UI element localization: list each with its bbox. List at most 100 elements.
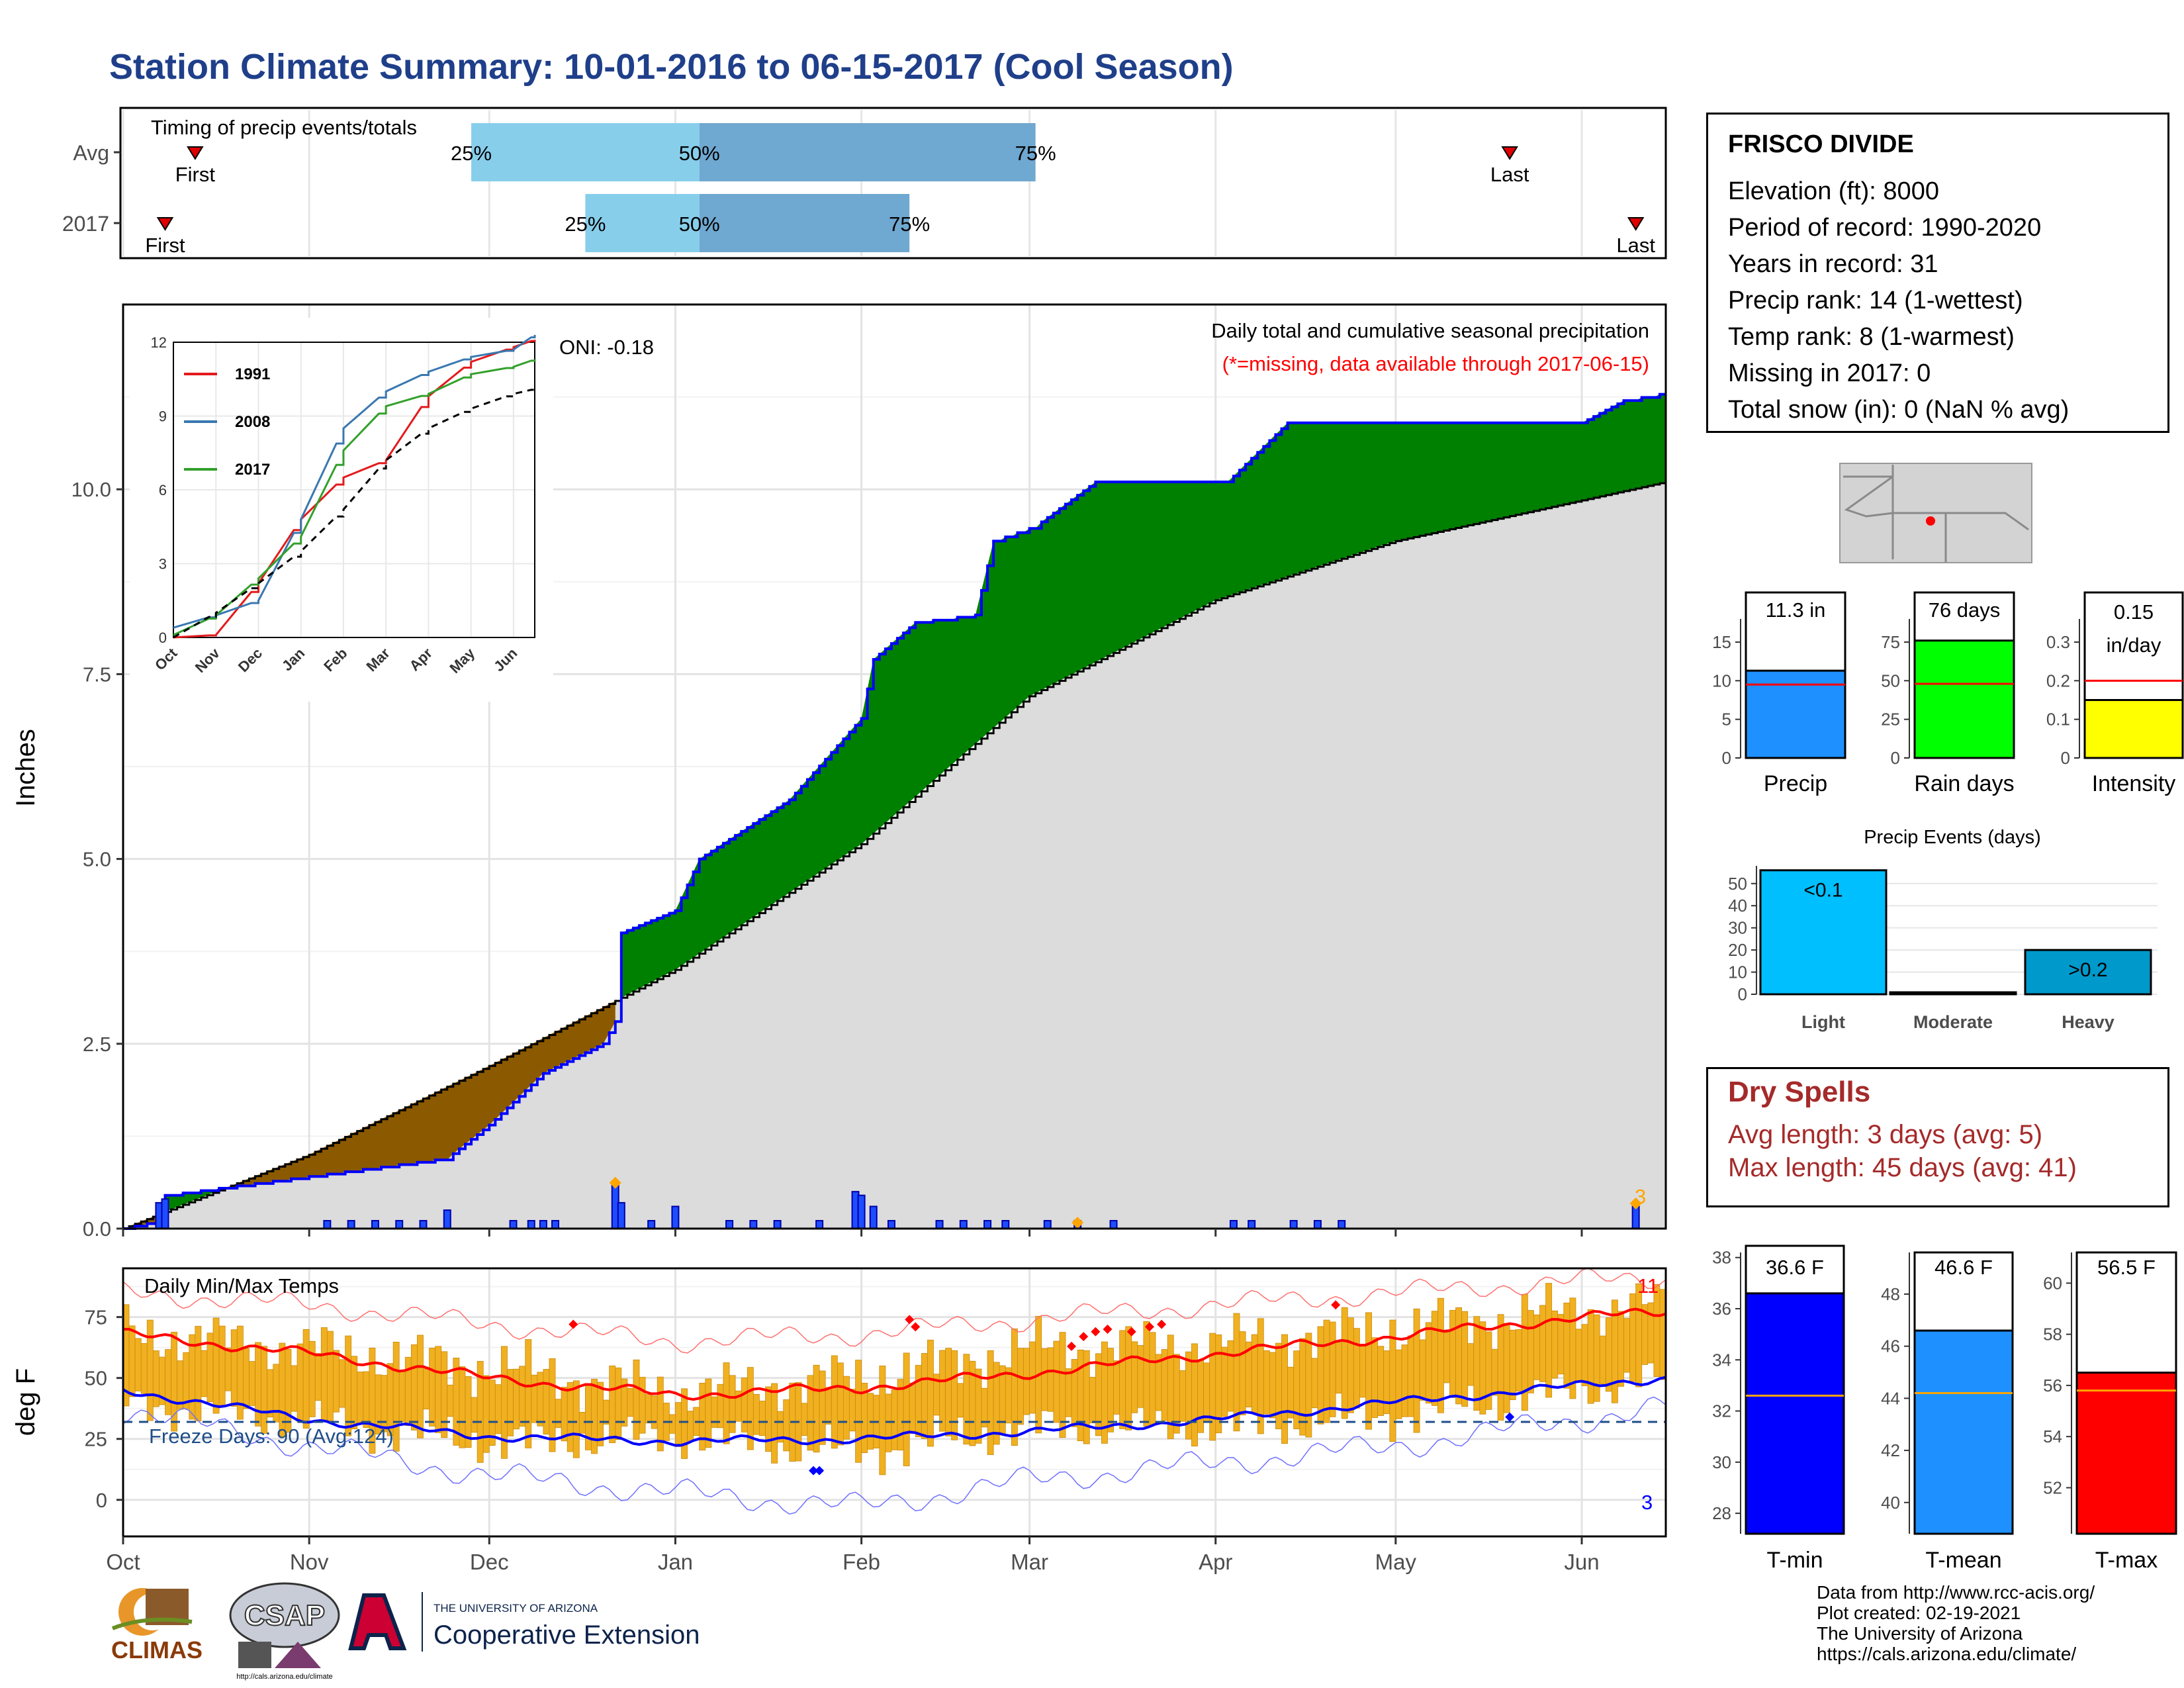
temp-summary-tick-label: 58 xyxy=(2043,1325,2062,1344)
timing-marker xyxy=(156,217,174,231)
daily-temp-bar xyxy=(1179,1370,1186,1422)
daily-precip-bar xyxy=(419,1220,428,1229)
events-category-label: Heavy xyxy=(2062,1012,2115,1032)
above-average-area xyxy=(621,394,1666,998)
daily-temp-bar xyxy=(651,1395,658,1429)
daily-temp-bar xyxy=(849,1389,856,1432)
dry-spells-box: Dry Spells Avg length: 3 days (avg: 5) M… xyxy=(1706,1067,2169,1207)
timing-marker-label: Last xyxy=(1616,234,1655,257)
daily-temp-bar xyxy=(1491,1348,1498,1396)
daily-temp-bar xyxy=(1395,1349,1402,1419)
temp-summary-value-label: 56.5 F xyxy=(2097,1256,2156,1279)
daily-temp-bar xyxy=(1431,1311,1438,1406)
precip-fills xyxy=(123,393,1667,1230)
daily-precip-bar xyxy=(1043,1220,1052,1229)
record-high-marker xyxy=(1091,1327,1101,1336)
temp-summary-tick-label: 28 xyxy=(1712,1503,1731,1523)
timing-title: Timing of precip events/totals xyxy=(151,116,417,139)
daily-temp-bar xyxy=(1293,1350,1300,1430)
daily-precip-bar xyxy=(1338,1220,1346,1229)
daily-temp-bar xyxy=(1125,1326,1132,1430)
daily-temp-bar xyxy=(134,1338,142,1391)
daily-temp-bar xyxy=(687,1411,694,1442)
timing-p75-label: 75% xyxy=(1015,142,1056,165)
daily-temp-bar xyxy=(146,1319,154,1421)
daily-temp-bar xyxy=(1371,1337,1379,1419)
daily-temp-bar xyxy=(555,1399,562,1429)
daily-temp-bar xyxy=(1617,1311,1624,1387)
daily-temp-bar xyxy=(140,1343,148,1394)
temp-summary-value-label: 46.6 F xyxy=(1934,1256,1993,1279)
daily-temp-bar xyxy=(1023,1348,1030,1415)
timing-marker xyxy=(1627,217,1645,231)
max-precip-marker xyxy=(1071,1217,1084,1229)
daily-temp-bar xyxy=(1647,1302,1655,1364)
inset-avg-line xyxy=(173,389,536,639)
record-low-marker xyxy=(1505,1412,1515,1422)
timing-bar-25-50 xyxy=(471,123,700,181)
inset-ytick-label: 9 xyxy=(159,408,167,425)
daily-temp-bar xyxy=(909,1382,916,1434)
daily-temp-bar xyxy=(212,1317,220,1414)
daily-precip-bar xyxy=(857,1194,866,1230)
daily-temp-bar xyxy=(1599,1335,1606,1385)
record-low-marker xyxy=(815,1466,825,1476)
summary-bar-charts: 0 5 10 15 11.3 in Precip 0 25 50 75 76 days Rain da… xyxy=(1712,591,2184,796)
ua-small-text: THE UNIVERSITY OF ARIZONA xyxy=(433,1602,598,1615)
daily-temp-bar xyxy=(398,1370,406,1423)
daily-precip-bar xyxy=(869,1205,878,1229)
precip-title: Daily total and cumulative seasonal prec… xyxy=(1211,319,1649,342)
daily-temp-bar xyxy=(1191,1343,1198,1447)
oni-label: ONI: -0.18 xyxy=(559,336,654,359)
record-high-marker xyxy=(1331,1300,1341,1310)
station-period: Period of record: 1990-2020 xyxy=(1728,214,2042,242)
timing-rows: Avg 25% 50% 75% First Last 2017 25% 50% 75% First L… xyxy=(62,123,1655,257)
footer-line: Plot created: 02-19-2021 xyxy=(1817,1603,2021,1623)
daily-temp-bar xyxy=(1497,1314,1504,1421)
ua-big-text: Cooperative Extension xyxy=(433,1620,700,1650)
daily-temp-bar xyxy=(597,1382,604,1446)
temp-panel: 0 25 50 75 Daily Min/Max Temps Freeze Days:… xyxy=(11,1267,1667,1574)
temp-summary-tick-label: 38 xyxy=(1712,1248,1731,1268)
daily-temp-bar xyxy=(1005,1367,1012,1424)
daily-temp-bar xyxy=(723,1362,730,1444)
daily-temp-bar xyxy=(1185,1351,1192,1440)
month-label: Mar xyxy=(1011,1550,1048,1574)
daily-temp-bar xyxy=(633,1359,640,1440)
daily-temp-bar xyxy=(243,1348,250,1409)
temp-ylabel: deg F xyxy=(11,1368,40,1436)
daily-temp-bar xyxy=(429,1347,436,1427)
daily-temp-bar xyxy=(1011,1328,1018,1446)
daily-temp-bar xyxy=(1473,1316,1480,1411)
footer-line: https://cals.arizona.edu/climate/ xyxy=(1817,1644,2077,1664)
inset-series-line xyxy=(173,334,536,629)
timing-marker xyxy=(1501,146,1518,160)
summary-tick-label: 10 xyxy=(1712,671,1731,690)
temp-axes: 0 25 50 75 xyxy=(85,1306,1583,1544)
summary-tick-label: 25 xyxy=(1881,710,1900,729)
daily-temp-bar xyxy=(471,1397,478,1433)
daily-temp-bar xyxy=(1299,1338,1306,1436)
daily-temp-bar xyxy=(261,1346,268,1434)
csap-url: http://cals.arizona.edu/climate xyxy=(236,1673,333,1681)
daily-temp-bar xyxy=(1587,1309,1594,1404)
events-category-label: Light xyxy=(1801,1012,1845,1032)
timing-bar-50-75 xyxy=(699,123,1036,181)
events-tick-label: 0 xyxy=(1738,984,1747,1004)
daily-precip-bar xyxy=(1248,1220,1256,1229)
daily-temp-bar xyxy=(752,1393,760,1435)
timing-marker-label: First xyxy=(175,163,216,186)
daily-temp-bar xyxy=(825,1387,832,1425)
temp-ytick-label: 0 xyxy=(96,1489,107,1512)
daily-temp-bar xyxy=(1119,1330,1126,1429)
daily-temp-bar xyxy=(729,1375,736,1433)
month-axis-labels: Oct Nov Dec Jan Feb Mar Apr May Jun xyxy=(106,1550,1599,1574)
daily-temp-bar xyxy=(1623,1318,1630,1373)
daily-precip-bar xyxy=(443,1209,451,1229)
month-label: Oct xyxy=(106,1550,140,1574)
inset-legend-label: 1991 xyxy=(235,365,270,383)
daily-temp-bar xyxy=(1143,1321,1150,1427)
month-label: Jan xyxy=(658,1550,693,1574)
daily-temp-bar xyxy=(1263,1350,1270,1415)
record-low-marker xyxy=(809,1466,819,1476)
